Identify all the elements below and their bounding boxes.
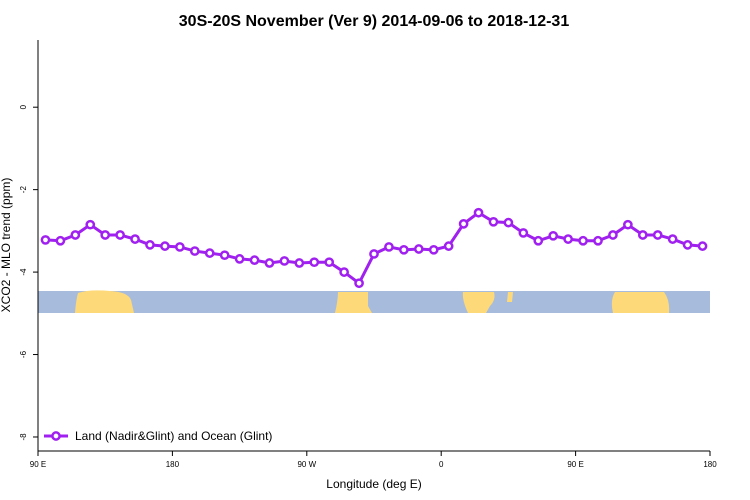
data-point — [100, 230, 111, 240]
data-point — [219, 250, 230, 261]
data-point — [399, 244, 409, 255]
x-tick-label: 90 E — [30, 460, 46, 469]
data-point — [369, 249, 379, 259]
series-line — [45, 210, 703, 286]
x-tick-label: 180 — [166, 460, 180, 469]
data-point — [309, 257, 320, 268]
data-point — [384, 242, 394, 252]
data-point — [458, 219, 469, 229]
data-point — [667, 234, 678, 244]
data-point — [189, 246, 200, 256]
data-point — [234, 254, 245, 264]
land-patch — [75, 290, 134, 313]
y-tick-label: -6 — [19, 350, 28, 358]
y-tick-label: -4 — [19, 268, 28, 276]
data-point — [443, 241, 454, 251]
data-point — [652, 230, 663, 240]
data-point — [473, 207, 484, 218]
data-point — [533, 235, 544, 246]
x-tick-label: 180 — [703, 460, 717, 469]
data-point — [324, 257, 335, 268]
data-point — [175, 242, 185, 252]
data-point — [563, 234, 573, 244]
data-point — [548, 230, 559, 241]
land-patch — [462, 292, 495, 313]
y-axis-label: XCO2 - MLO trend (ppm) — [0, 178, 13, 313]
x-tick-label: 90 E — [567, 460, 583, 469]
data-point — [130, 234, 140, 244]
land-patch — [335, 292, 372, 313]
data-point — [145, 240, 155, 250]
ocean-band — [38, 291, 710, 313]
data-point — [70, 230, 81, 240]
data-point — [160, 241, 170, 251]
data-point — [264, 258, 275, 268]
data-point — [413, 244, 424, 254]
data-point — [279, 256, 290, 266]
data-point — [608, 230, 618, 240]
data-point — [682, 240, 693, 250]
land-patch — [507, 292, 513, 302]
y-tick-label: -2 — [19, 186, 28, 194]
data-point — [249, 255, 260, 265]
data-point — [294, 258, 305, 268]
x-axis-label: Longitude (deg E) — [326, 477, 421, 491]
data-point — [593, 235, 603, 246]
data-point — [40, 235, 51, 245]
y-tick-label: 0 — [19, 104, 28, 109]
surface-band — [38, 290, 710, 313]
x-tick-label: 0 — [439, 460, 444, 469]
data-point — [697, 241, 708, 251]
data-point — [518, 228, 529, 238]
legend-marker — [51, 431, 61, 441]
data-point — [115, 230, 125, 240]
legend-label: Land (Nadir&Glint) and Ocean (Glint) — [75, 429, 272, 443]
data-point — [339, 267, 349, 277]
data-point — [578, 235, 588, 246]
chart-title: 30S-20S November (Ver 9) 2014-09-06 to 2… — [179, 13, 570, 30]
data-point — [354, 278, 364, 289]
data-point — [488, 216, 499, 227]
data-point — [428, 244, 439, 255]
data-point — [503, 217, 514, 228]
data-point — [623, 219, 633, 230]
data-point — [55, 235, 66, 246]
x-tick-label: 90 W — [297, 460, 316, 469]
land-patch — [611, 292, 670, 313]
y-tick-label: -8 — [19, 433, 28, 441]
data-point — [637, 230, 648, 240]
data-point — [85, 219, 96, 230]
data-point — [204, 248, 215, 258]
